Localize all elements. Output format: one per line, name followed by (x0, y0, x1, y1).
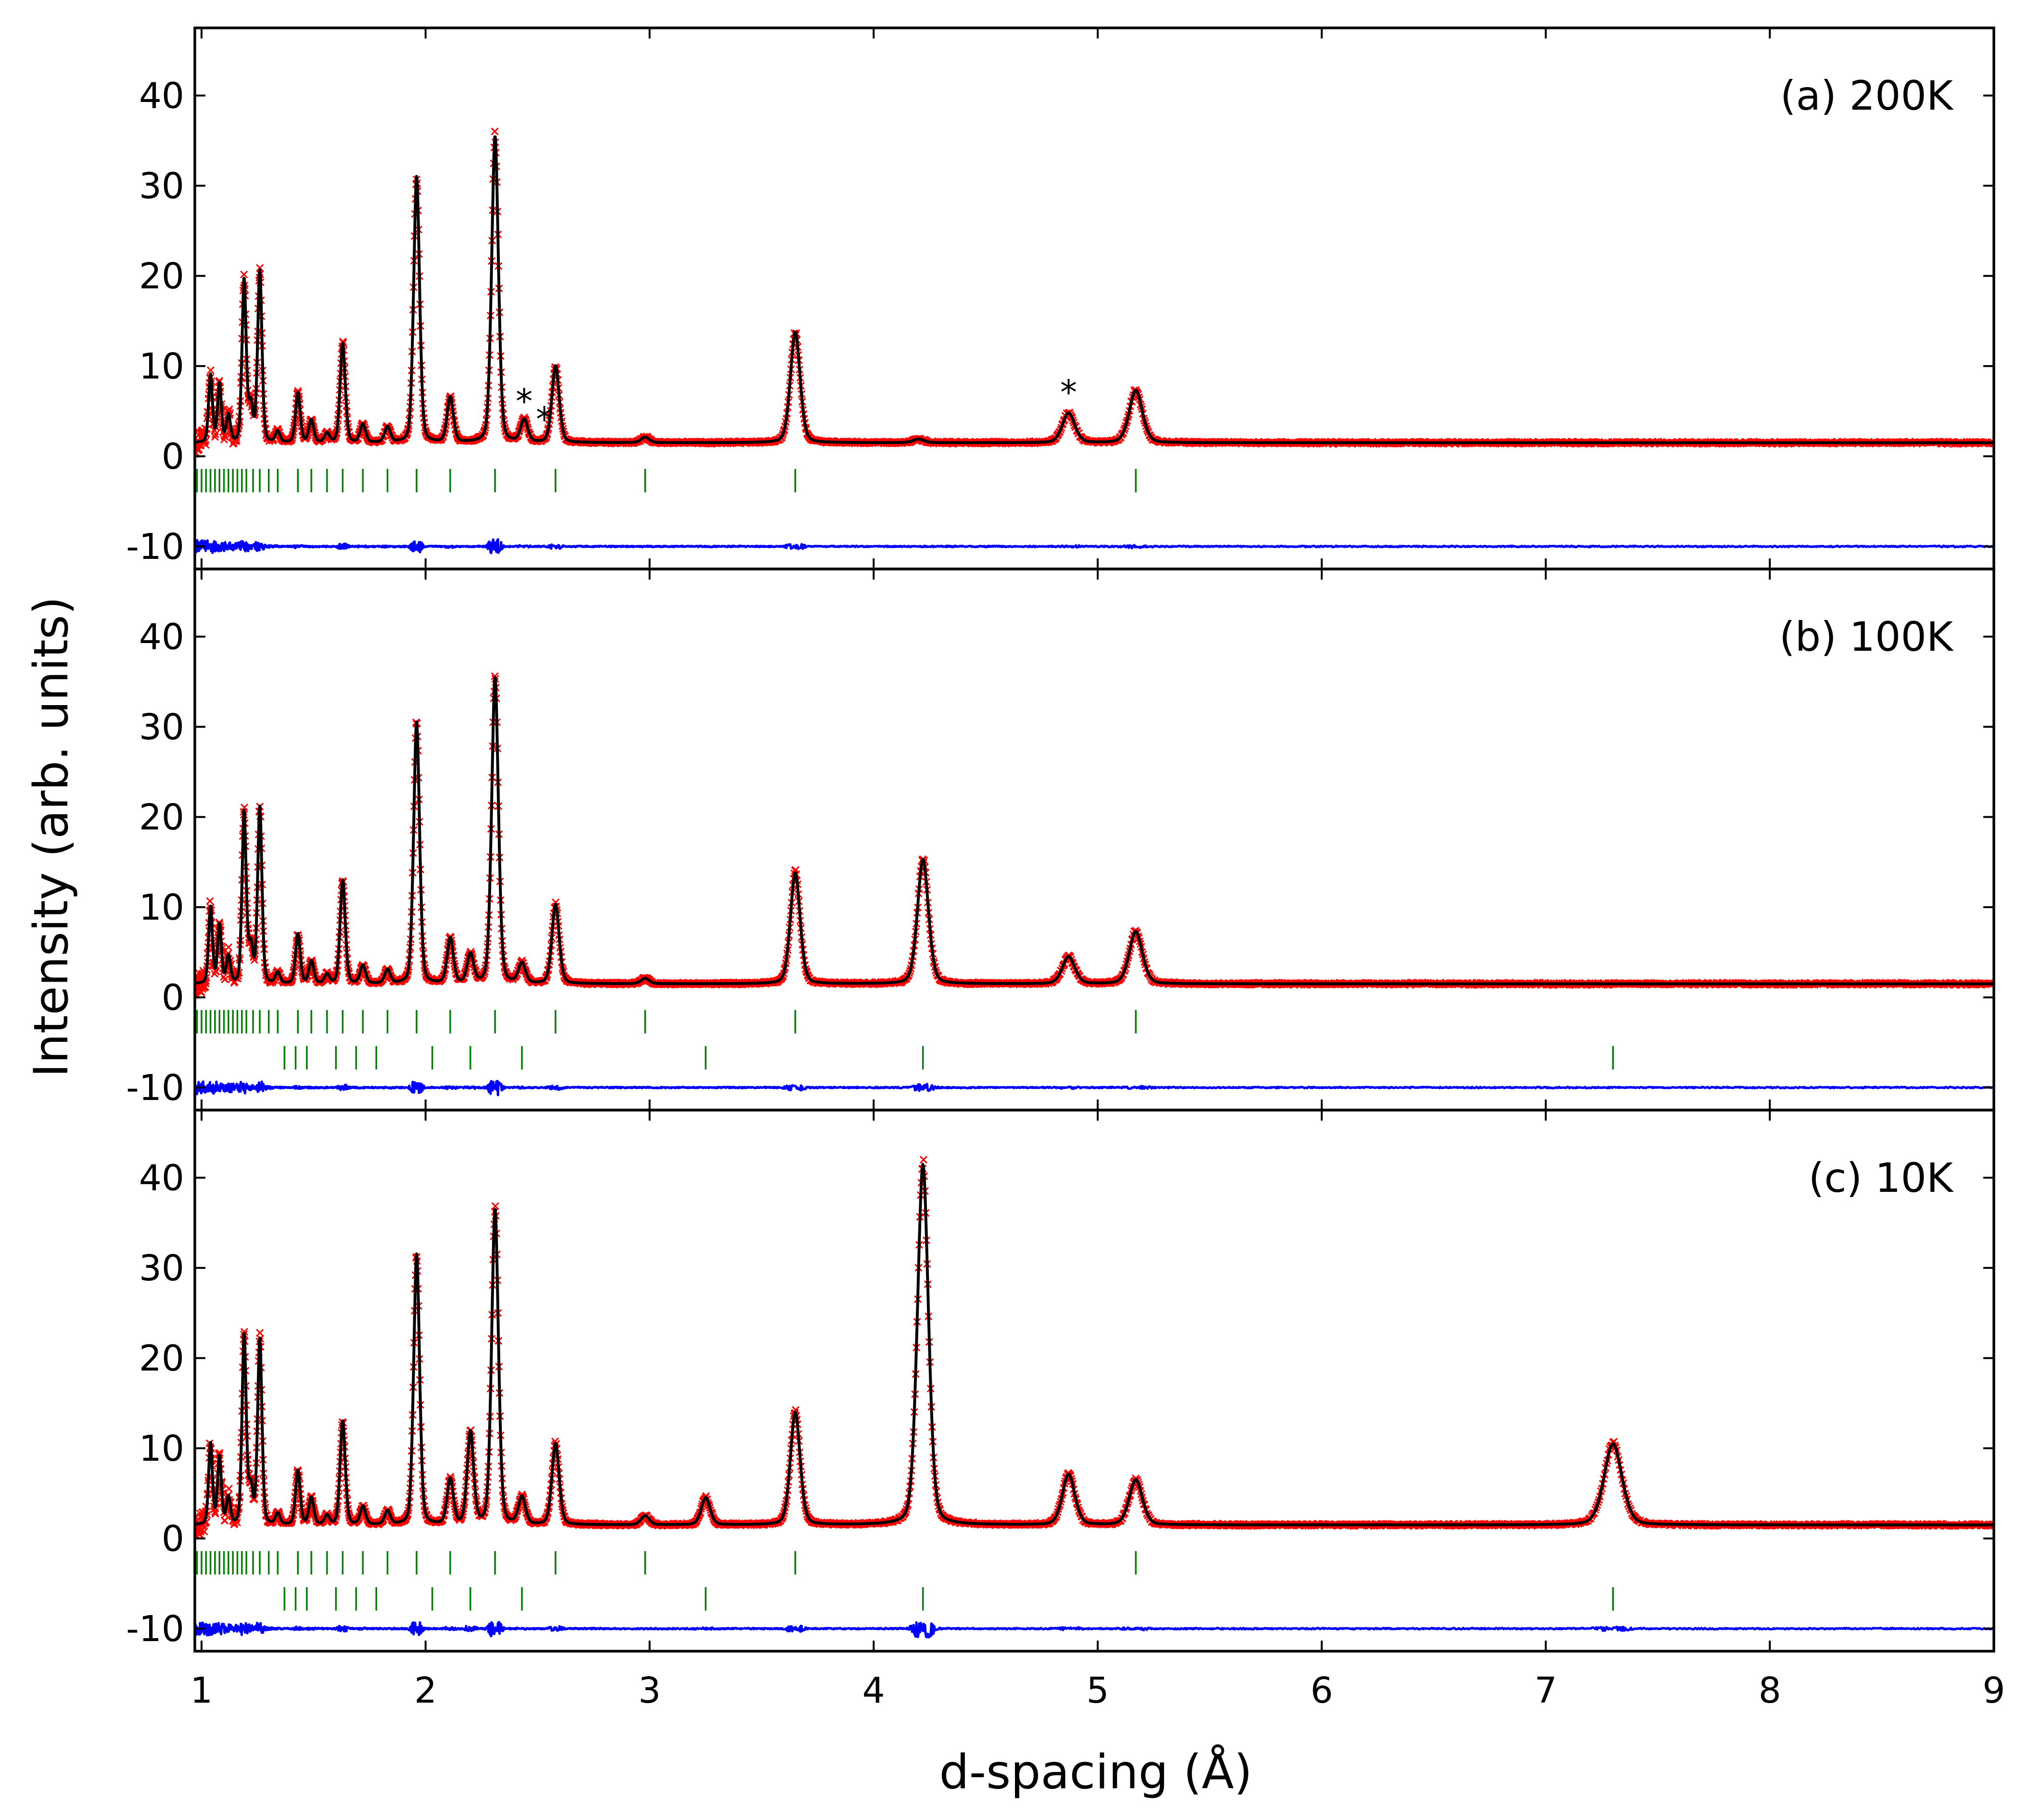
y-tick-label: 10 (139, 887, 184, 928)
y-tick-label: 40 (139, 617, 184, 658)
panel-2: 40 30 20 10 0 -10 (b) 100K (126, 568, 1995, 1112)
y-axis: 40 30 20 10 0 -10 (126, 617, 1994, 1109)
x-tick-label: 5 (1086, 1670, 1109, 1711)
panel-frame (193, 1109, 1995, 1653)
observed-data (195, 672, 1994, 999)
plot-area (195, 1156, 1994, 1639)
panel-3: 40 30 20 10 0 -10 (c) 10K (126, 1109, 1995, 1653)
calculated-line (195, 135, 1994, 444)
y-tick-label: 30 (139, 1248, 184, 1289)
x-tick-label: 2 (414, 1670, 437, 1711)
y-tick-label: 0 (162, 977, 184, 1019)
calculated-line (195, 1163, 1994, 1527)
difference-curve (195, 538, 1994, 555)
x-axis-label: d-spacing (Å) (939, 1744, 1253, 1800)
panel-frame (193, 568, 1995, 1112)
y-tick-label: -10 (126, 526, 184, 568)
impurity-asterisk: * (536, 400, 553, 439)
y-axis: 40 30 20 10 0 -10 (126, 76, 1994, 568)
x-tick-label: 1 (190, 1670, 213, 1711)
panel-label: (a) 200K (1780, 72, 1954, 119)
x-tick-label: 6 (1310, 1670, 1333, 1711)
difference-curve (195, 1621, 1994, 1639)
y-tick-label: 10 (139, 1428, 184, 1469)
y-tick-label: 40 (139, 1158, 184, 1199)
y-tick-label: 40 (139, 76, 184, 117)
x-tick-label: 9 (1982, 1670, 2005, 1711)
reflection-ticks (196, 1010, 1614, 1070)
observed-data (195, 1156, 1994, 1540)
impurity-asterisk: * (516, 382, 532, 421)
x-tick-label: 4 (862, 1670, 885, 1711)
y-tick-label: 20 (139, 797, 184, 838)
y-tick-label: 30 (139, 165, 184, 207)
reflection-ticks (196, 468, 1137, 493)
x-tick-label: 3 (638, 1670, 661, 1711)
y-tick-label: 20 (139, 1338, 184, 1379)
y-axis: 40 30 20 10 0 -10 (126, 1158, 1994, 1650)
panel-label: (c) 10K (1809, 1154, 1954, 1201)
calculated-line (195, 676, 1994, 986)
y-tick-label: 0 (162, 1518, 184, 1560)
panel-frame (193, 26, 1995, 570)
panel-label: (b) 100K (1779, 613, 1954, 660)
y-tick-label: 10 (139, 346, 184, 387)
plot-area (195, 127, 1994, 555)
x-tick-label: 8 (1759, 1670, 1781, 1711)
y-tick-label: 0 (162, 436, 184, 478)
impurity-asterisk: * (1060, 373, 1077, 412)
x-tick-label: 7 (1534, 1670, 1557, 1711)
y-tick-label: 30 (139, 707, 184, 748)
y-tick-label: -10 (126, 1608, 184, 1650)
observed-data (195, 127, 1994, 458)
reflection-ticks (196, 1551, 1614, 1611)
difference-curve (195, 1080, 1994, 1097)
x-tick-labels: 1 2 3 4 5 6 7 8 9 (190, 1670, 2005, 1711)
y-tick-label: 20 (139, 256, 184, 297)
y-axis-label: Intensity (arb. units) (24, 596, 79, 1077)
plot-area (195, 672, 1994, 1097)
y-tick-label: -10 (126, 1067, 184, 1109)
